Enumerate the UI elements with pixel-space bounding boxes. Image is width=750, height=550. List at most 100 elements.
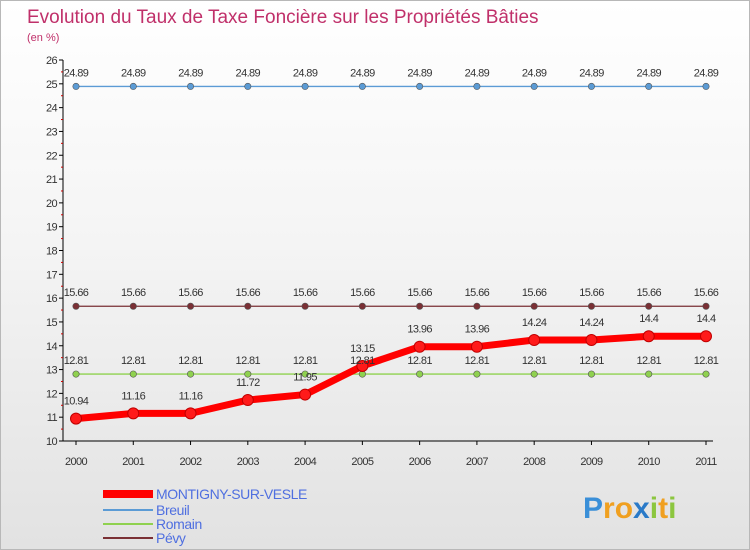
- data-point: [299, 388, 312, 401]
- data-point: [473, 82, 481, 90]
- data-label: 13.15: [350, 343, 375, 355]
- data-point: [241, 394, 254, 407]
- chart-title: Evolution du Taux de Taxe Foncière sur l…: [27, 7, 539, 28]
- data-label: 24.89: [236, 67, 261, 79]
- data-label: 12.81: [178, 355, 203, 367]
- data-point: [301, 302, 309, 310]
- proxiti-logo: Proxiti: [583, 492, 676, 525]
- x-tick-label: 2008: [523, 456, 546, 468]
- data-point: [129, 302, 137, 310]
- y-tick-label: 19: [46, 222, 58, 234]
- data-point: [244, 82, 252, 90]
- data-point: [587, 370, 595, 378]
- data-point: [187, 370, 195, 378]
- data-point: [530, 302, 538, 310]
- y-tick-label: 23: [46, 126, 58, 138]
- data-label: 15.66: [579, 287, 604, 299]
- data-label: 14.4: [696, 313, 715, 325]
- x-tick-label: 2001: [122, 456, 145, 468]
- data-label: 13.96: [465, 324, 490, 336]
- data-point: [72, 302, 80, 310]
- x-tick-label: 2007: [466, 456, 489, 468]
- data-label: 14.24: [522, 317, 547, 329]
- data-label: 11.95: [293, 372, 317, 384]
- data-label: 15.66: [178, 287, 203, 299]
- data-label: 15.66: [694, 287, 719, 299]
- data-label: 12.81: [694, 355, 719, 367]
- data-point: [356, 359, 369, 372]
- data-label: 12.81: [522, 355, 547, 367]
- data-point: [129, 82, 137, 90]
- data-label: 11.72: [236, 377, 260, 389]
- data-label: 15.66: [236, 287, 261, 299]
- y-tick-label: 16: [46, 293, 58, 305]
- data-label: 24.89: [64, 67, 89, 79]
- data-point: [645, 82, 653, 90]
- data-label: 13.96: [407, 324, 432, 336]
- data-point: [70, 412, 82, 425]
- data-label: 24.89: [178, 67, 203, 79]
- data-label: 14.24: [579, 317, 604, 329]
- data-point: [416, 302, 424, 310]
- axes: 10 11 12 13 14 15 16 17 18 19 20 21 22 23 24 25 26 2000 20…: [46, 55, 718, 468]
- series-group: [70, 82, 712, 425]
- data-label: 24.89: [121, 67, 146, 79]
- data-label: 24.89: [293, 67, 318, 79]
- logo-letter: r: [603, 492, 615, 525]
- data-label: 15.66: [522, 287, 547, 299]
- data-label: 11.16: [121, 390, 145, 402]
- data-label: 24.89: [465, 67, 490, 79]
- logo-text: Proxiti: [583, 492, 676, 525]
- data-point: [358, 302, 366, 310]
- legend-label: Pévy: [156, 530, 186, 546]
- y-tick-label: 25: [46, 79, 58, 91]
- data-point: [645, 370, 653, 378]
- data-label: 12.81: [121, 355, 146, 367]
- data-label: 24.89: [636, 67, 661, 79]
- data-label: 12.81: [465, 355, 490, 367]
- y-tick-label: 15: [46, 317, 58, 329]
- data-point: [72, 82, 80, 90]
- data-point: [642, 330, 655, 343]
- data-label: 15.66: [121, 287, 146, 299]
- y-tick-label: 10: [46, 436, 58, 448]
- y-tick-label: 14: [46, 341, 58, 353]
- legend-label: MONTIGNY-SUR-VESLE: [156, 486, 307, 502]
- data-point: [187, 82, 195, 90]
- x-tick-label: 2000: [65, 456, 88, 468]
- data-label: 24.89: [407, 67, 432, 79]
- logo-letter: i: [668, 492, 676, 525]
- y-tick-label: 18: [46, 246, 58, 258]
- x-tick-label: 2010: [638, 456, 661, 468]
- data-label: 15.66: [465, 287, 490, 299]
- y-tick-label: 17: [46, 269, 58, 281]
- data-point: [528, 334, 541, 347]
- data-label: 12.81: [64, 355, 89, 367]
- data-label: 11.16: [179, 390, 203, 402]
- data-point: [416, 82, 424, 90]
- data-label: 14.4: [639, 313, 658, 325]
- data-label: 24.89: [694, 67, 719, 79]
- x-tick-label: 2002: [180, 456, 203, 468]
- data-label: 15.66: [64, 287, 89, 299]
- data-point: [645, 302, 653, 310]
- data-point: [530, 82, 538, 90]
- data-point: [530, 370, 538, 378]
- data-label: 15.66: [350, 287, 375, 299]
- data-point: [473, 370, 481, 378]
- data-label: 24.89: [522, 67, 547, 79]
- data-point: [187, 302, 195, 310]
- data-label: 24.89: [350, 67, 375, 79]
- data-label: 24.89: [579, 67, 604, 79]
- logo-letter: o: [615, 492, 633, 525]
- legend-label: Breuil: [156, 502, 190, 518]
- data-label: 12.81: [407, 355, 432, 367]
- data-label: 12.81: [579, 355, 604, 367]
- data-label: 15.66: [407, 287, 432, 299]
- data-label: 10.94: [64, 396, 89, 408]
- data-point: [184, 407, 197, 420]
- data-point: [358, 82, 366, 90]
